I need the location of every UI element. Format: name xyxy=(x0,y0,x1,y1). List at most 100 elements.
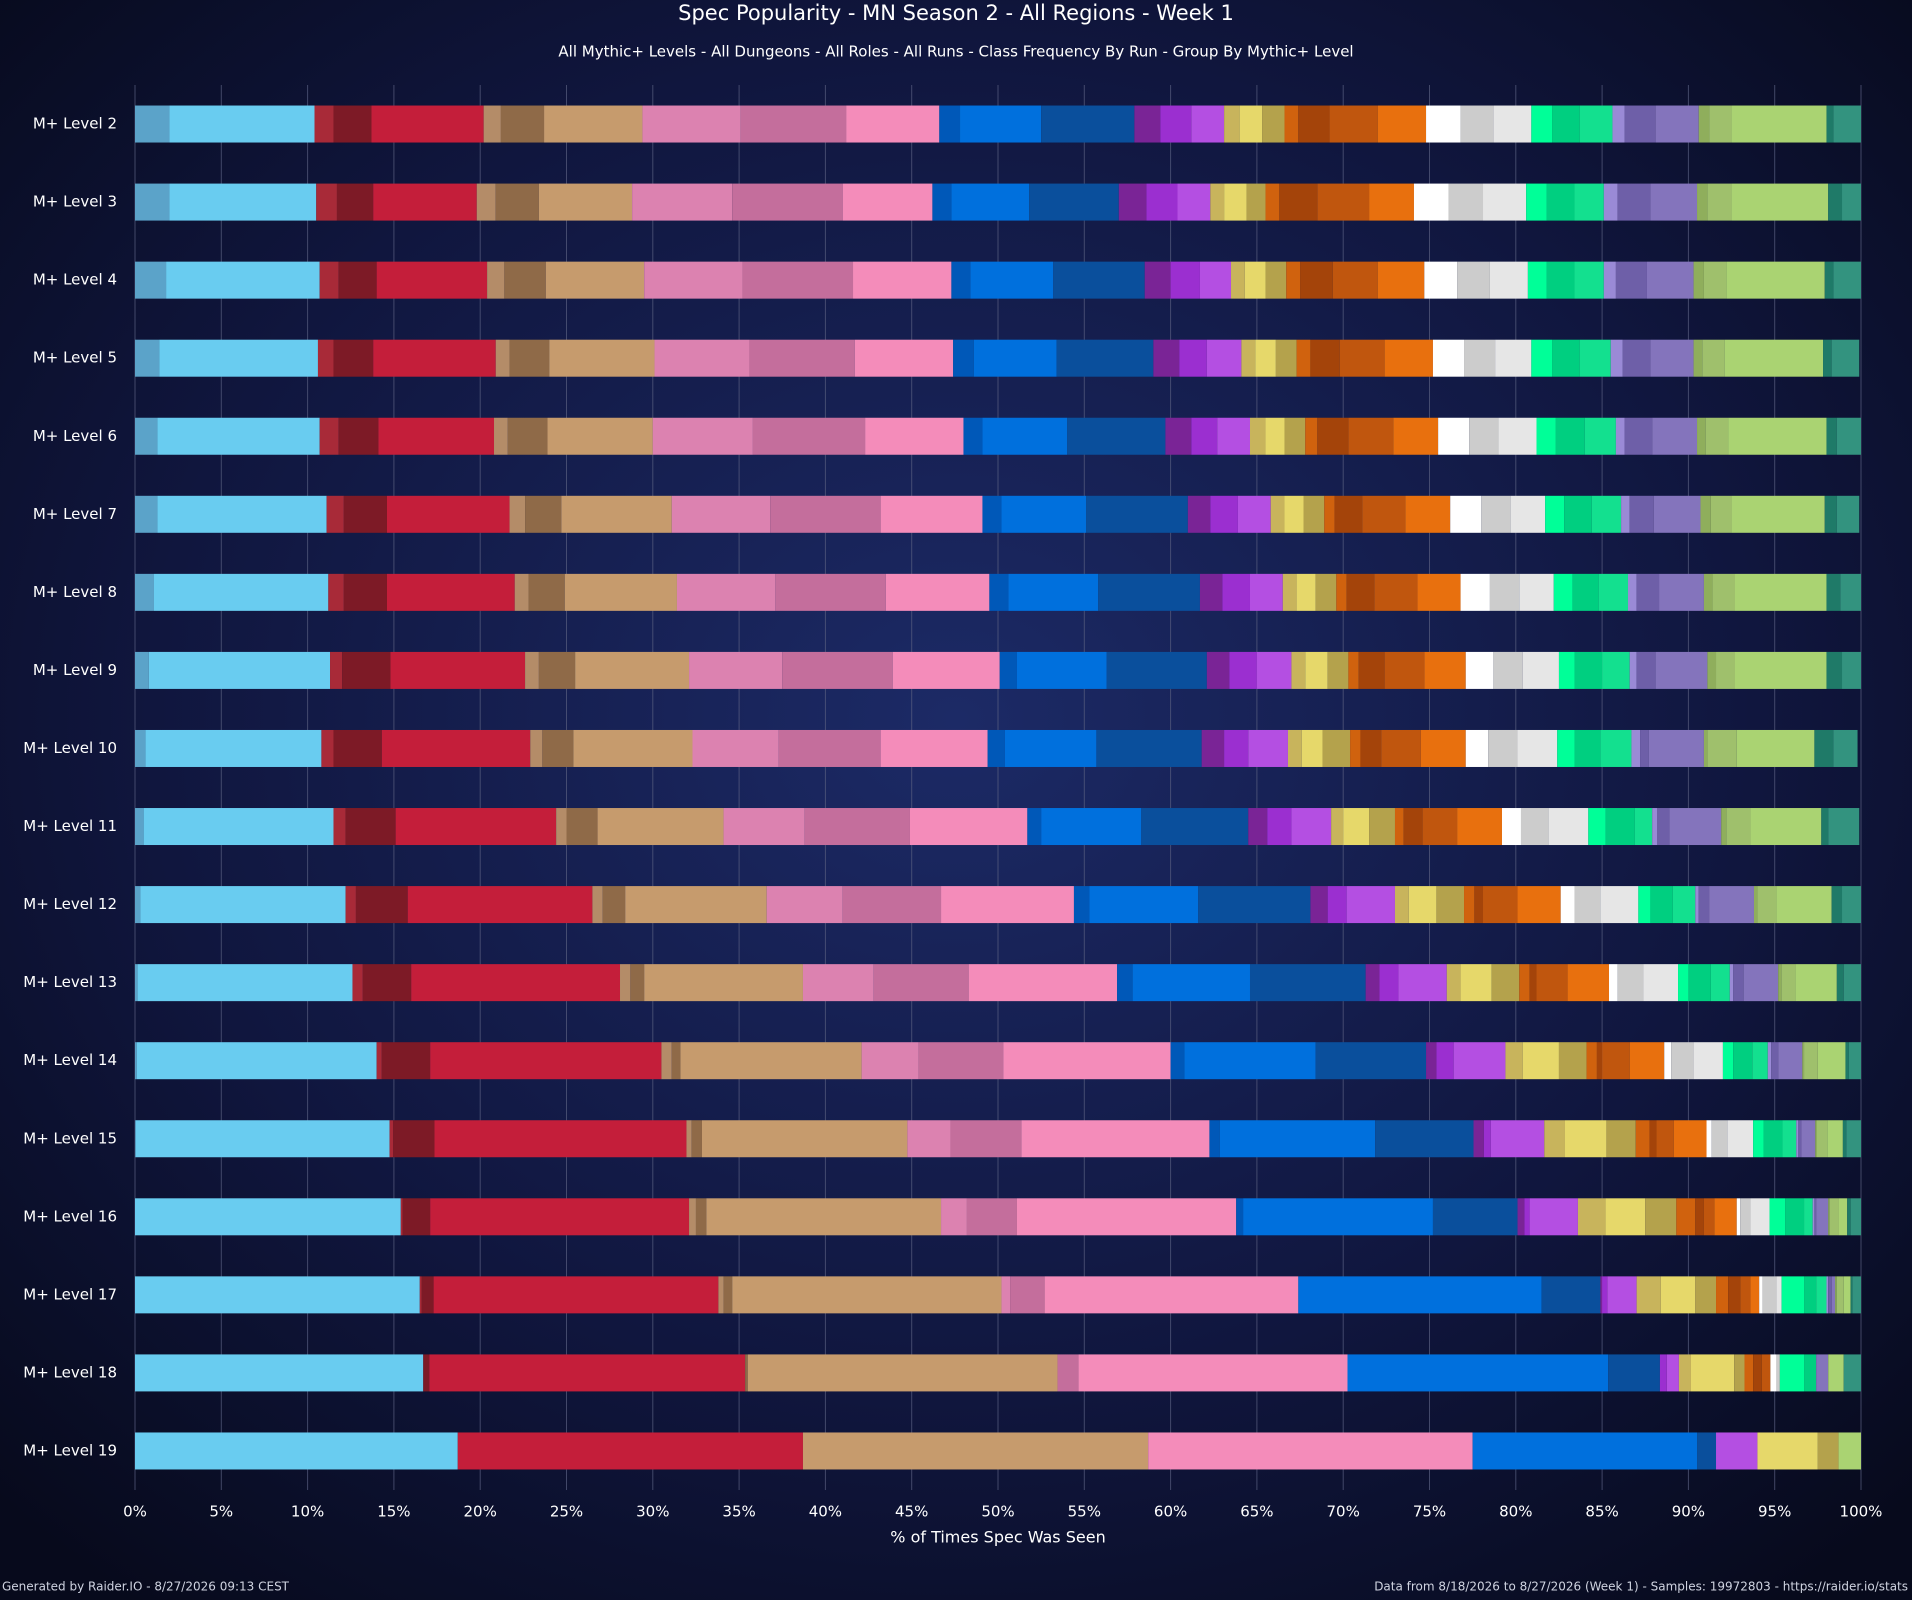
bar-segment xyxy=(393,1120,435,1158)
bar-segment xyxy=(846,105,940,143)
bar-segment xyxy=(1650,339,1694,377)
bar-segment xyxy=(407,886,593,924)
bar-segment xyxy=(1716,1276,1729,1314)
bar-segment xyxy=(1236,1198,1244,1236)
bar-segment xyxy=(1640,729,1649,767)
bar-segment xyxy=(982,417,1068,455)
y-tick-label: M+ Level 8 xyxy=(33,583,117,601)
y-tick-label: M+ Level 13 xyxy=(23,973,117,991)
bar-segment xyxy=(1600,1276,1603,1314)
bar-segment xyxy=(853,261,952,299)
bar-segment xyxy=(1256,651,1292,689)
footer-left: Generated by Raider.IO - 8/27/2026 09:13… xyxy=(2,1580,290,1594)
bar-segment xyxy=(745,1354,748,1392)
bar-segment xyxy=(1612,105,1625,143)
bar-segment xyxy=(326,495,344,533)
bar-segment xyxy=(376,1042,382,1080)
bar-segment xyxy=(376,261,488,299)
bar-segment xyxy=(1343,808,1370,846)
bar-segment xyxy=(1624,417,1653,455)
bar-segment xyxy=(1815,1120,1817,1158)
bar-segment xyxy=(1146,183,1178,221)
bar-segment xyxy=(1436,886,1465,924)
bar-segment xyxy=(136,1042,377,1080)
bar-segment xyxy=(1424,651,1466,689)
bar-segment xyxy=(157,417,320,455)
y-tick-label: M+ Level 14 xyxy=(23,1051,117,1069)
bar-segment xyxy=(373,183,477,221)
bar-segment xyxy=(842,183,933,221)
bar-segment xyxy=(1836,1276,1844,1314)
bar-segment xyxy=(1655,651,1708,689)
bar-segment xyxy=(1678,964,1689,1002)
bar-segment xyxy=(1703,729,1708,767)
bar-segment xyxy=(1831,886,1843,924)
bar-segment xyxy=(749,339,855,377)
bar-segment xyxy=(140,886,346,924)
bar-segment xyxy=(1744,1354,1754,1392)
bar-segment xyxy=(338,261,377,299)
bar-segment xyxy=(1339,339,1385,377)
bar-segment xyxy=(1666,1354,1679,1392)
bar-segment xyxy=(166,261,320,299)
bar-segment xyxy=(1305,417,1318,455)
bar-segment xyxy=(1548,808,1589,846)
bar-segment xyxy=(1671,1042,1694,1080)
bar-segment xyxy=(939,105,961,143)
bar-segment xyxy=(1517,886,1561,924)
bar-segment xyxy=(487,261,505,299)
bar-segment xyxy=(321,729,334,767)
bar-segment xyxy=(1546,261,1575,299)
bar-segment xyxy=(706,1198,942,1236)
bar-segment xyxy=(1531,105,1553,143)
bar-segment xyxy=(135,1354,424,1392)
bar-segment xyxy=(1759,1276,1763,1314)
bar-segment xyxy=(1432,339,1465,377)
bar-segment xyxy=(1246,183,1266,221)
bar-segment xyxy=(1375,1120,1474,1158)
bar-segment xyxy=(525,651,539,689)
bar-segment xyxy=(1510,495,1546,533)
x-axis-title: % of Times Spec Was Seen xyxy=(890,1528,1105,1547)
x-tick-label: 30% xyxy=(636,1503,669,1521)
bar-segment xyxy=(1579,339,1611,377)
bar-segment xyxy=(1826,651,1843,689)
bar-segment xyxy=(1089,886,1199,924)
bar-segment xyxy=(989,573,1009,611)
x-tick-label: 45% xyxy=(895,1503,928,1521)
y-tick-label: M+ Level 19 xyxy=(23,1441,117,1459)
bar-segment xyxy=(1027,808,1042,846)
bar-segment xyxy=(1757,886,1777,924)
bar-segment xyxy=(644,261,743,299)
bar-segment xyxy=(1300,261,1333,299)
bar-segment xyxy=(333,729,382,767)
bar-segment xyxy=(342,651,391,689)
bar-segment xyxy=(1432,1198,1518,1236)
bar-segment xyxy=(1481,495,1511,533)
bar-segment xyxy=(169,183,317,221)
bar-segment xyxy=(1405,495,1451,533)
bar-segment xyxy=(1265,417,1285,455)
bar-segment xyxy=(1721,808,1727,846)
bar-segment xyxy=(1350,729,1361,767)
x-tick-label: 70% xyxy=(1327,1503,1360,1521)
grid: 0% 5% 10% 15% 20% 25% 30% 35% 40% 45% 50% 55% 60% 65%… xyxy=(123,85,1882,1521)
bar-segment xyxy=(1381,729,1421,767)
bar-segment xyxy=(1275,339,1297,377)
bar-segment xyxy=(950,1120,1022,1158)
bar-segment xyxy=(1148,1432,1473,1470)
bar-segment xyxy=(1348,417,1394,455)
bar-segment xyxy=(1564,495,1592,533)
bar-segment xyxy=(1209,1120,1220,1158)
bar-segment xyxy=(1698,105,1710,143)
bar-segment xyxy=(1446,964,1461,1002)
bar-segment xyxy=(1828,1276,1832,1314)
bar-segment xyxy=(530,729,543,767)
bar-segment xyxy=(1652,417,1698,455)
bar-segment xyxy=(1828,183,1843,221)
bar-segment xyxy=(1265,261,1287,299)
bar-segment xyxy=(732,1276,1002,1314)
bar-segment xyxy=(770,495,881,533)
bar-segment xyxy=(892,651,1000,689)
x-tick-label: 90% xyxy=(1672,1503,1705,1521)
